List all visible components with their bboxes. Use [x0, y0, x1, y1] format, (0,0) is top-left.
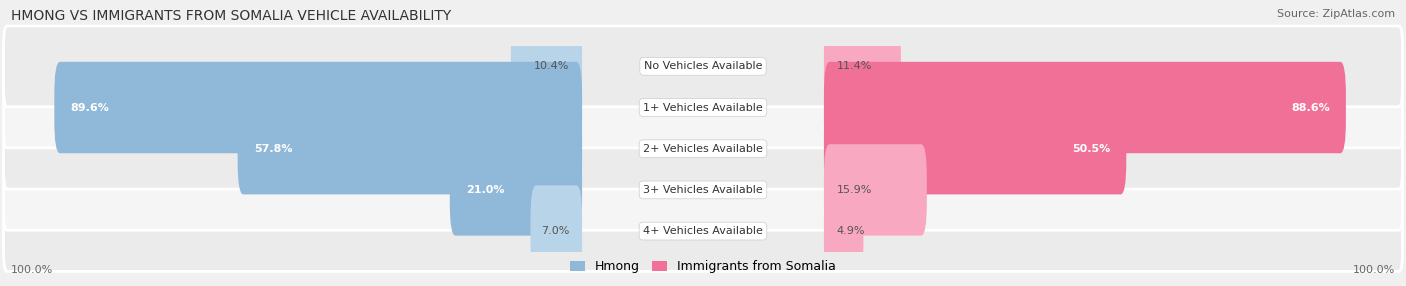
- FancyBboxPatch shape: [3, 26, 1403, 107]
- Text: 3+ Vehicles Available: 3+ Vehicles Available: [643, 185, 763, 195]
- FancyBboxPatch shape: [3, 67, 1403, 148]
- FancyBboxPatch shape: [510, 21, 582, 112]
- FancyBboxPatch shape: [3, 191, 1403, 271]
- Text: 100.0%: 100.0%: [1353, 265, 1395, 275]
- Text: No Vehicles Available: No Vehicles Available: [644, 61, 762, 71]
- Text: 4.9%: 4.9%: [837, 226, 865, 236]
- Text: 57.8%: 57.8%: [254, 144, 292, 154]
- Text: 15.9%: 15.9%: [837, 185, 872, 195]
- Text: 89.6%: 89.6%: [70, 103, 110, 112]
- FancyBboxPatch shape: [824, 185, 863, 277]
- Text: 4+ Vehicles Available: 4+ Vehicles Available: [643, 226, 763, 236]
- Text: 11.4%: 11.4%: [837, 61, 872, 71]
- Text: 10.4%: 10.4%: [534, 61, 569, 71]
- Text: 7.0%: 7.0%: [541, 226, 569, 236]
- FancyBboxPatch shape: [824, 103, 1126, 194]
- Text: HMONG VS IMMIGRANTS FROM SOMALIA VEHICLE AVAILABILITY: HMONG VS IMMIGRANTS FROM SOMALIA VEHICLE…: [11, 9, 451, 23]
- FancyBboxPatch shape: [55, 62, 582, 153]
- Text: 2+ Vehicles Available: 2+ Vehicles Available: [643, 144, 763, 154]
- FancyBboxPatch shape: [3, 150, 1403, 230]
- Text: Source: ZipAtlas.com: Source: ZipAtlas.com: [1277, 9, 1395, 19]
- Text: 88.6%: 88.6%: [1291, 103, 1330, 112]
- FancyBboxPatch shape: [824, 62, 1346, 153]
- Text: 50.5%: 50.5%: [1071, 144, 1111, 154]
- FancyBboxPatch shape: [450, 144, 582, 236]
- FancyBboxPatch shape: [824, 144, 927, 236]
- Text: 21.0%: 21.0%: [465, 185, 505, 195]
- Text: 100.0%: 100.0%: [11, 265, 53, 275]
- FancyBboxPatch shape: [3, 108, 1403, 189]
- FancyBboxPatch shape: [824, 21, 901, 112]
- Legend: Hmong, Immigrants from Somalia: Hmong, Immigrants from Somalia: [567, 256, 839, 277]
- Text: 1+ Vehicles Available: 1+ Vehicles Available: [643, 103, 763, 112]
- FancyBboxPatch shape: [530, 185, 582, 277]
- FancyBboxPatch shape: [238, 103, 582, 194]
